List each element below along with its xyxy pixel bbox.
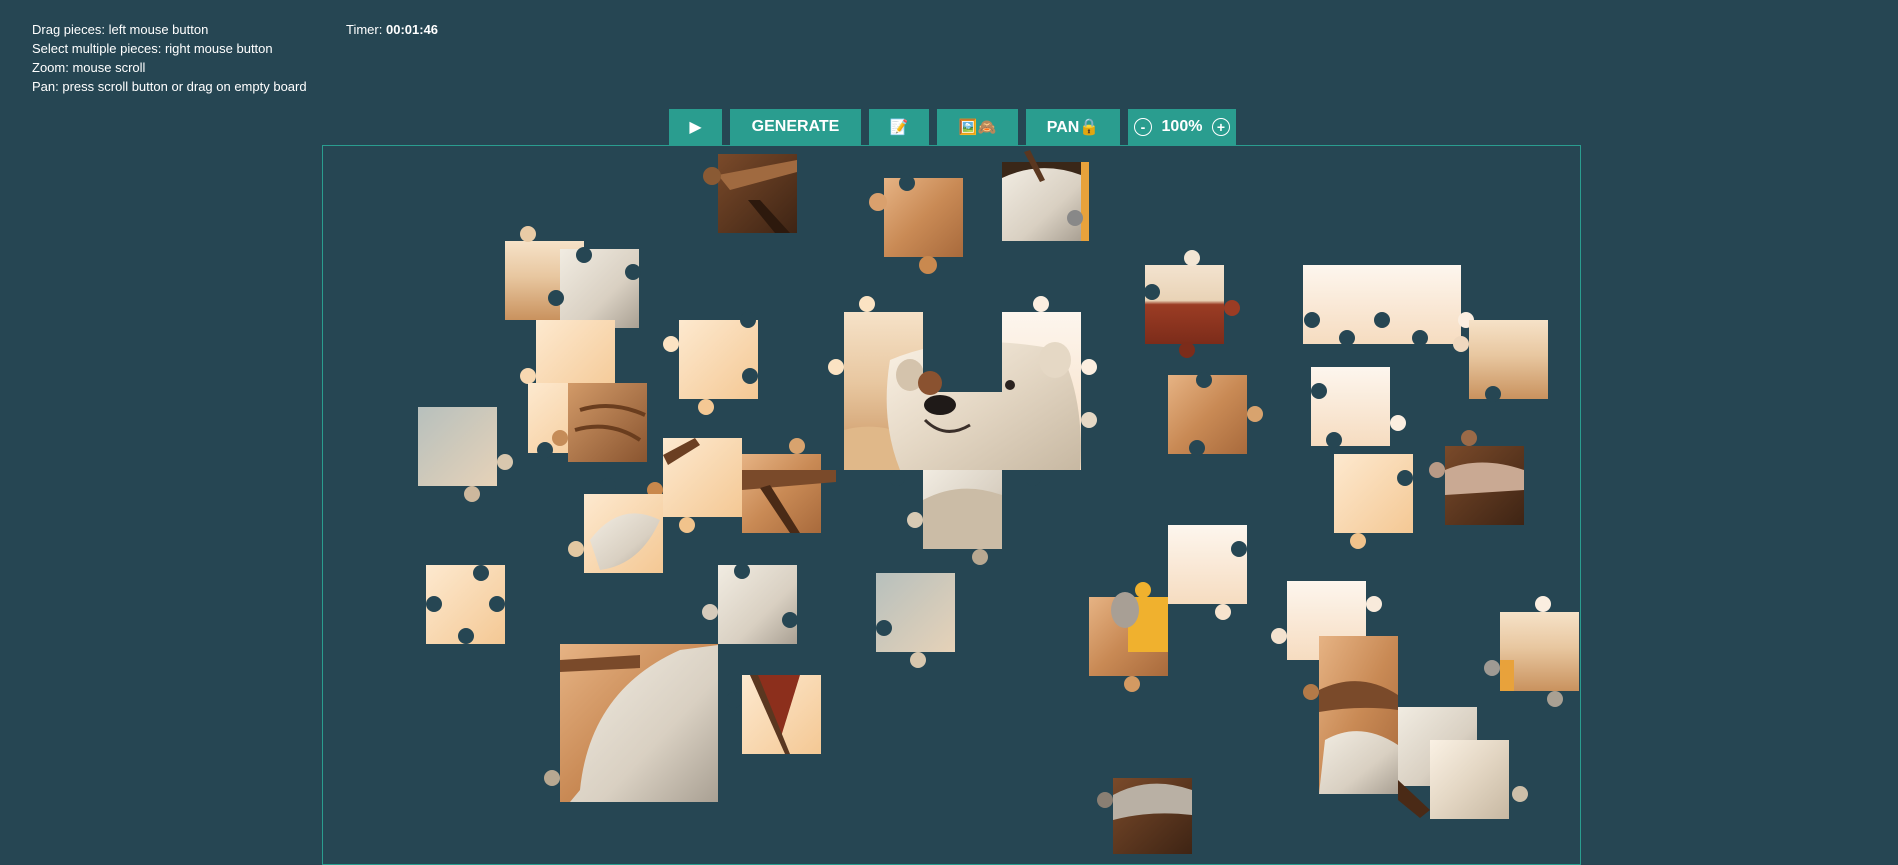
puzzle-piece[interactable] bbox=[426, 565, 505, 644]
toolbar: ▶ GENERATE 📝 🖼️🙈 PAN🔒 - 100% + bbox=[669, 109, 1236, 145]
puzzle-piece[interactable] bbox=[544, 644, 718, 802]
play-icon: ▶ bbox=[689, 117, 701, 137]
zoom-out-button[interactable]: - bbox=[1134, 118, 1152, 136]
puzzle-piece[interactable] bbox=[1089, 582, 1168, 692]
zoom-control: - 100% + bbox=[1128, 109, 1236, 145]
pan-lock-button[interactable]: PAN🔒 bbox=[1026, 109, 1120, 145]
puzzle-piece[interactable] bbox=[548, 247, 641, 328]
picture-hide-icon: 🖼️🙈 bbox=[959, 118, 996, 136]
zoom-in-button[interactable]: + bbox=[1212, 118, 1230, 136]
preview-toggle-button[interactable]: 🖼️🙈 bbox=[937, 109, 1018, 145]
puzzle-piece[interactable] bbox=[1002, 150, 1089, 241]
zoom-level: 100% bbox=[1162, 118, 1203, 136]
generate-button[interactable]: GENERATE bbox=[730, 109, 861, 145]
timer: Timer: 00:01:46 bbox=[346, 20, 438, 39]
timer-value: 00:01:46 bbox=[386, 22, 438, 37]
puzzle-piece[interactable] bbox=[1303, 265, 1474, 346]
instruction-drag: Drag pieces: left mouse button bbox=[32, 20, 307, 39]
memo-icon: 📝 bbox=[890, 118, 909, 136]
instruction-pan: Pan: press scroll button or drag on empt… bbox=[32, 77, 307, 96]
play-button[interactable]: ▶ bbox=[669, 109, 722, 145]
timer-label: Timer: bbox=[346, 22, 382, 37]
notes-button[interactable]: 📝 bbox=[869, 109, 929, 145]
instruction-select: Select multiple pieces: right mouse butt… bbox=[32, 39, 307, 58]
instructions-panel: Drag pieces: left mouse button Select mu… bbox=[32, 20, 307, 96]
instruction-zoom: Zoom: mouse scroll bbox=[32, 58, 307, 77]
